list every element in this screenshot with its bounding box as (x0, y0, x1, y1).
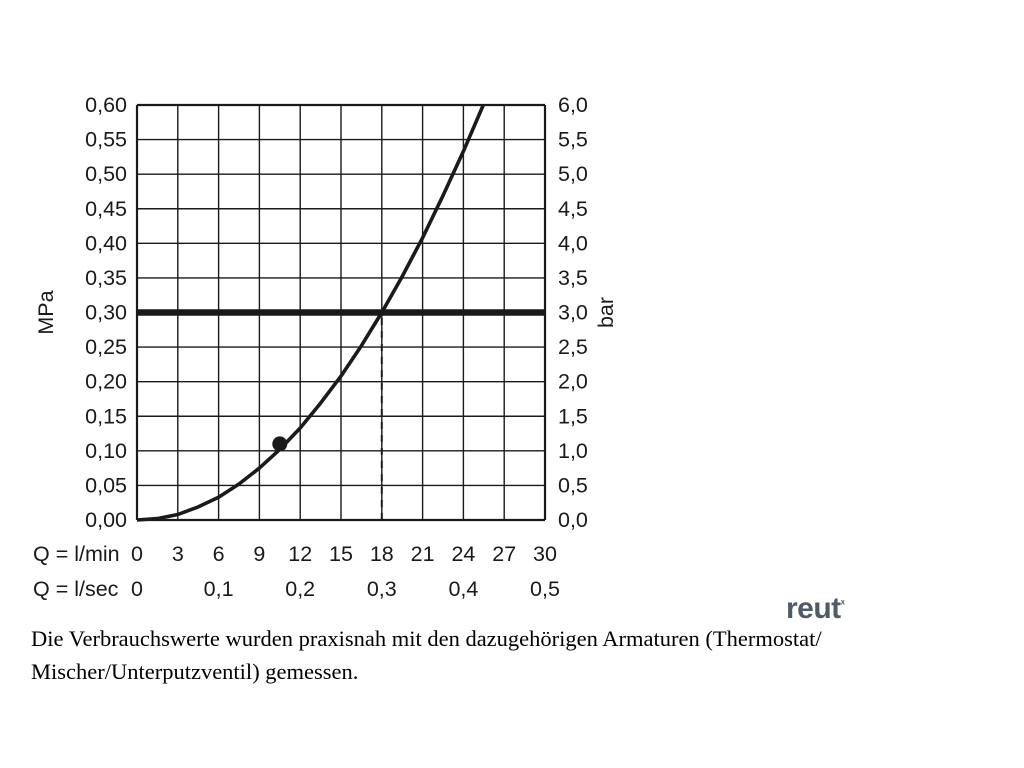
y-tick-left: 0,55 (85, 128, 127, 152)
x-tick-lmin: 24 (451, 542, 475, 566)
flow-pressure-chart: 0,60 0,55 0,50 0,45 0,40 0,35 0,30 0,25 0,20 0,15… (33, 93, 618, 601)
x-tick-lmin: 12 (288, 542, 312, 566)
y-tick-right: 5,5 (558, 128, 588, 152)
x-tick-lsec: 0,2 (285, 577, 315, 601)
y-axis-title-left: MPa (34, 290, 58, 334)
y-tick-left: 0,25 (85, 335, 127, 359)
x-tick-lsec: 0 (131, 577, 143, 601)
y-tick-right: 2,5 (558, 335, 588, 359)
caption-line-2: Mischer/Unterputzventil) gemessen. (31, 659, 359, 684)
chart-canvas: 0,600,550,500,450,400,350,300,250,200,15… (33, 93, 618, 601)
y-tick-right: 0,5 (558, 473, 588, 497)
y-tick-left: 0,30 (85, 301, 127, 325)
y-tick-left: 0,35 (85, 266, 127, 290)
x-tick-lsec: 0,4 (448, 577, 478, 601)
y-tick-right: 5,0 (558, 162, 588, 186)
x-tick-lmin: 27 (492, 542, 516, 566)
x-axis-title-primary: Q = l/min (33, 542, 120, 566)
y-tick-right: 2,0 (558, 370, 588, 394)
y-tick-right: 1,0 (558, 439, 588, 463)
x-tick-lmin: 30 (533, 542, 557, 566)
y-tick-right: 6,0 (558, 93, 588, 117)
x-tick-lmin: 15 (329, 542, 353, 566)
y-axis-title-right: bar (594, 297, 618, 328)
y-tick-right: 4,5 (558, 197, 588, 221)
caption-line-1: Die Verbrauchswerte wurden praxisnah mit… (31, 626, 822, 651)
x-tick-lmin: 21 (411, 542, 435, 566)
y-tick-left: 0,00 (85, 508, 127, 532)
x-axis-title-secondary: Q = l/sec (33, 577, 119, 601)
y-tick-left: 0,15 (85, 404, 127, 428)
x-tick-lsec: 0,3 (367, 577, 397, 601)
y-tick-right: 4,0 (558, 231, 588, 255)
flow-curve (136, 104, 485, 522)
logo-mark: ˣ (840, 598, 845, 610)
y-tick-left: 0,60 (85, 93, 127, 117)
x-tick-lsec: 0,1 (204, 577, 234, 601)
y-tick-left: 0,50 (85, 162, 127, 186)
x-tick-lmin: 6 (213, 542, 225, 566)
y-tick-left: 0,40 (85, 231, 127, 255)
caption: Die Verbrauchswerte wurden praxisnah mit… (31, 622, 981, 688)
x-tick-lmin: 3 (172, 542, 184, 566)
y-tick-right: 3,0 (558, 301, 588, 325)
x-tick-lmin: 18 (370, 542, 394, 566)
y-tick-left: 0,10 (85, 439, 127, 463)
y-tick-right: 3,5 (558, 266, 588, 290)
x-tick-lsec: 0,5 (530, 577, 560, 601)
x-tick-lmin: 9 (253, 542, 265, 566)
y-tick-right: 0,0 (558, 508, 588, 532)
reuter-logo: reutˣ (786, 592, 845, 626)
marker-dot (272, 436, 288, 452)
x-tick-lmin: 0 (131, 542, 143, 566)
y-tick-right: 1,5 (558, 404, 588, 428)
y-tick-left: 0,20 (85, 370, 127, 394)
y-tick-left: 0,05 (85, 473, 127, 497)
y-tick-left: 0,45 (85, 197, 127, 221)
logo-text: reut (786, 592, 841, 625)
